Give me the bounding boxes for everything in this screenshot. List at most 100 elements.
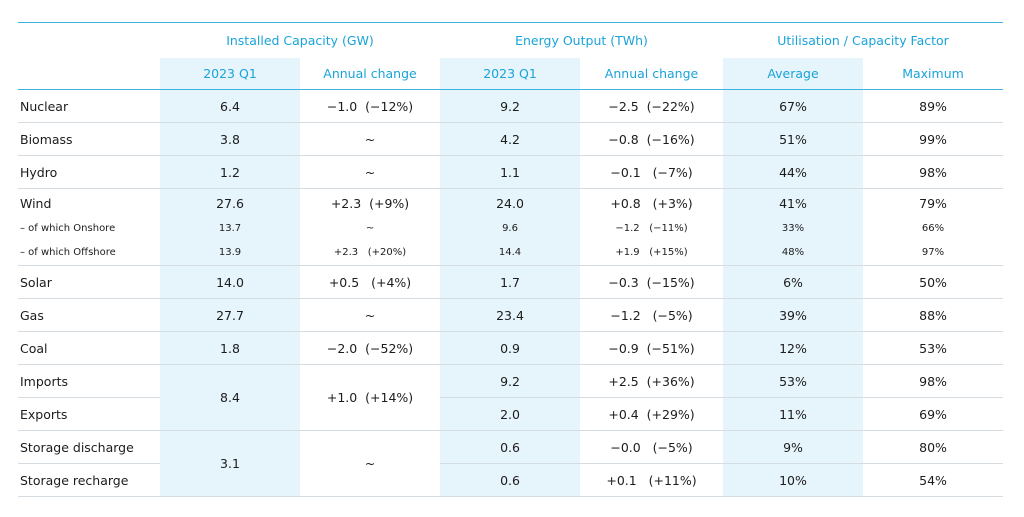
avg-value: 41% (723, 188, 864, 217)
out-change: −2.5 (−22%) (580, 89, 724, 123)
out-change: −1.2 (−5%) (580, 298, 724, 332)
cap-change: ~ (365, 222, 375, 234)
cap-value: 3.8 (160, 122, 300, 156)
row-label: Storage discharge (18, 430, 160, 464)
row-label: – of which Onshore (20, 222, 116, 234)
cap-change: ~ (300, 430, 441, 497)
max-value: 89% (863, 89, 1004, 123)
cap-value: 1.2 (160, 155, 300, 189)
row-label: – of which Offshore (18, 239, 160, 266)
cap-change: −1.0 (−12%) (300, 89, 441, 123)
group-header-row: Installed Capacity (GW) Energy Output (T… (18, 22, 1004, 58)
cap-value: 8.4 (160, 364, 300, 431)
cap-change: −2.0 (−52%) (300, 331, 441, 365)
avg-value: 6% (723, 265, 864, 299)
out-value: 2.0 (440, 397, 581, 431)
out-change: −0.0 (−5%) (580, 430, 724, 464)
group-installed-capacity: Installed Capacity (GW) (160, 22, 441, 58)
col-cap-2023q1: 2023 Q1 (160, 58, 300, 90)
cap-change: +2.3 (+9%) (330, 195, 410, 211)
table-row: Imports 8.4 +1.0 (+14%) 9.2 +2.5 (+36%) … (18, 364, 1004, 431)
avg-value: 12% (723, 331, 864, 365)
cap-value: 13.9 (160, 239, 300, 266)
out-change: −0.9 (−51%) (580, 331, 724, 365)
out-value: 0.6 (440, 463, 581, 497)
out-value: 1.1 (440, 155, 581, 189)
avg-value: 51% (723, 122, 864, 156)
out-change: −0.3 (−15%) (580, 265, 724, 299)
out-value: 0.9 (440, 331, 581, 365)
out-value: 9.6 (440, 217, 581, 239)
max-value: 99% (863, 122, 1004, 156)
table-row: Hydro 1.2 ~ 1.1 −0.1 (−7%) 44% 98% (18, 155, 1004, 189)
table-row: Storage discharge 3.1 ~ 0.6 −0.0 (−5%) 9… (18, 430, 1004, 497)
avg-value: 44% (723, 155, 864, 189)
table-row: Exports 2.0 +0.4 (+29%) 11% 69% (18, 397, 1004, 431)
col-cap-annual-change: Annual change (300, 58, 441, 90)
cap-value: 27.7 (160, 298, 300, 332)
out-value: 23.4 (440, 298, 581, 332)
max-value: 66% (921, 222, 945, 234)
out-value: 9.2 (440, 364, 581, 398)
avg-value: 33% (723, 217, 864, 239)
max-value: 54% (863, 463, 1004, 497)
out-value: 14.4 (440, 239, 581, 266)
empty-corner-sub (18, 58, 160, 90)
row-label: Gas (18, 298, 160, 332)
max-value: 53% (863, 331, 1004, 365)
out-change: +1.9 (+15%) (580, 239, 724, 266)
avg-value: 48% (723, 239, 864, 266)
table-row: – of which Offshore 13.9 +2.3 (+20%) 14.… (18, 239, 1004, 266)
cap-value: 14.0 (160, 265, 300, 299)
col-maximum: Maximum (863, 58, 1004, 90)
col-out-2023q1: 2023 Q1 (440, 58, 581, 90)
cap-value: 13.7 (160, 217, 300, 239)
cap-change: +0.5 (+4%) (300, 265, 441, 299)
group-energy-output: Energy Output (TWh) (440, 22, 724, 58)
table-row: Storage recharge 0.6 +0.1 (+11%) 10% 54% (18, 463, 1004, 497)
cap-change: ~ (300, 155, 441, 189)
out-change: −0.1 (−7%) (580, 155, 724, 189)
cap-value: 3.1 (160, 430, 300, 497)
max-value: 98% (863, 155, 1004, 189)
row-label: Nuclear (18, 89, 160, 123)
cap-value: 1.8 (160, 331, 300, 365)
cap-change: ~ (300, 122, 441, 156)
out-value: 0.6 (440, 430, 581, 464)
out-value: 4.2 (440, 122, 581, 156)
avg-value: 11% (723, 397, 864, 431)
avg-value: 39% (723, 298, 864, 332)
row-label: Coal (18, 331, 160, 365)
table-row: Nuclear 6.4 −1.0 (−12%) 9.2 −2.5 (−22%) … (18, 89, 1004, 123)
col-average: Average (723, 58, 864, 90)
row-label: Biomass (18, 122, 160, 156)
max-value: 80% (863, 430, 1004, 464)
out-value: 24.0 (440, 188, 581, 217)
out-change: −0.8 (−16%) (580, 122, 724, 156)
row-label: Storage recharge (18, 463, 160, 497)
table-row: – of which Onshore 13.7 ~ 9.6 −1.2 (−11%… (18, 217, 1003, 239)
out-change: −1.2 (−11%) (615, 222, 688, 234)
table-row: Coal 1.8 −2.0 (−52%) 0.9 −0.9 (−51%) 12%… (18, 331, 1004, 365)
row-label: Exports (18, 397, 160, 431)
empty-corner (18, 22, 160, 58)
out-value: 1.7 (440, 265, 581, 299)
row-label: Wind (20, 195, 52, 211)
col-out-annual-change: Annual change (580, 58, 724, 90)
row-label: Solar (18, 265, 160, 299)
energy-table: Installed Capacity (GW) Energy Output (T… (18, 22, 1004, 497)
avg-value: 53% (723, 364, 864, 398)
max-value: 69% (863, 397, 1004, 431)
max-value: 50% (863, 265, 1004, 299)
avg-value: 9% (723, 430, 864, 464)
out-change: +0.8 (+3%) (610, 195, 693, 211)
cap-change: +2.3 (+20%) (300, 239, 441, 266)
group-utilisation: Utilisation / Capacity Factor (723, 22, 1004, 58)
out-change: +0.1 (+11%) (580, 463, 724, 497)
max-value: 88% (863, 298, 1004, 332)
max-value: 98% (863, 364, 1004, 398)
cap-value: 27.6 (160, 188, 300, 217)
table-row: Solar 14.0 +0.5 (+4%) 1.7 −0.3 (−15%) 6%… (18, 265, 1004, 299)
row-label: Imports (18, 364, 160, 398)
